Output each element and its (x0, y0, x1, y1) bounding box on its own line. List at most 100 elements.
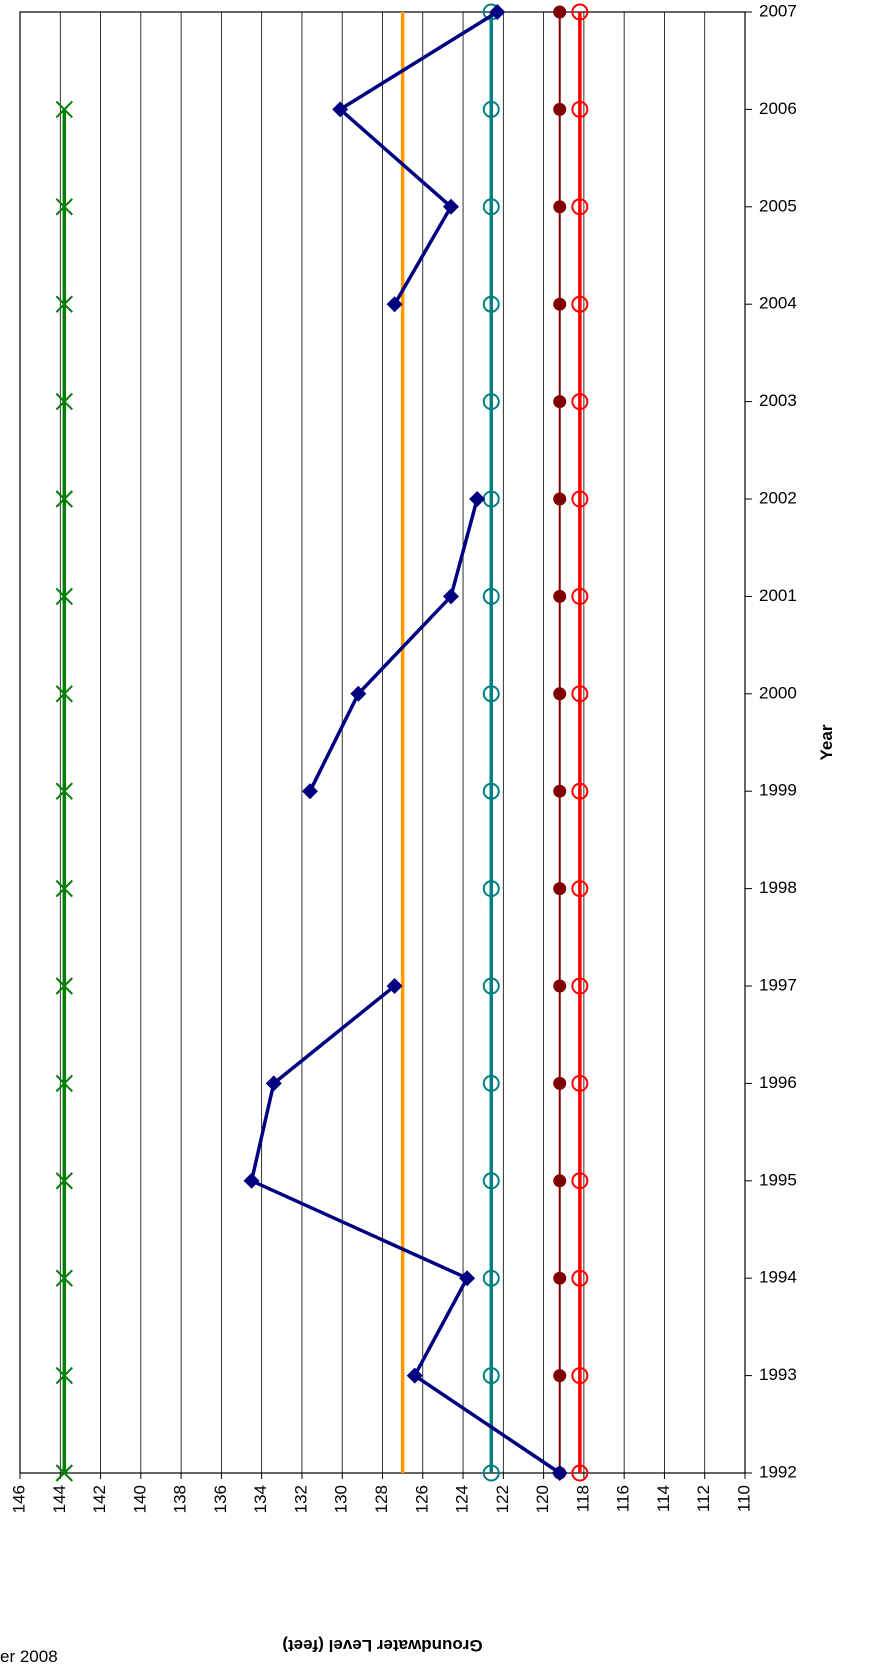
marker (55, 587, 74, 606)
marker (55, 1464, 74, 1482)
marker (551, 1465, 568, 1481)
marker (553, 882, 567, 896)
y-axis-title: Groundwater Level (feet) (282, 1636, 482, 1655)
marker (571, 1172, 589, 1190)
marker (55, 198, 74, 216)
marker (571, 1074, 589, 1092)
y-tick-label: 134 (251, 1485, 270, 1513)
series-line (249, 984, 561, 1475)
marker (482, 100, 500, 118)
y-tick-label: 118 (573, 1485, 592, 1512)
y-tick-label: 120 (533, 1485, 552, 1513)
marker (571, 295, 589, 313)
x-tick-label: 1997 (759, 975, 797, 994)
marker (571, 685, 589, 703)
marker (553, 5, 567, 19)
marker (553, 1271, 567, 1285)
x-tick-label: 1999 (759, 781, 797, 800)
marker (571, 490, 589, 508)
x-tick-label: 1995 (759, 1170, 797, 1189)
marker (55, 977, 74, 995)
x-tick-label: 2000 (759, 683, 797, 702)
marker (571, 977, 589, 995)
marker (553, 102, 567, 116)
y-tick-label: 146 (9, 1485, 28, 1513)
marker (469, 491, 486, 507)
marker (571, 1464, 589, 1482)
marker (243, 1172, 260, 1189)
x-tick-label: 1996 (759, 1073, 797, 1092)
y-tick-label: 138 (171, 1485, 190, 1513)
marker (459, 1270, 476, 1287)
x-tick-label: 2005 (759, 196, 797, 215)
marker (482, 1074, 500, 1092)
marker (553, 297, 567, 311)
marker (55, 782, 74, 800)
marker (571, 880, 589, 898)
marker (482, 685, 500, 703)
marker (332, 101, 349, 118)
y-tick-label: 128 (372, 1485, 391, 1513)
marker (386, 978, 403, 994)
x-tick-label: 1992 (759, 1462, 797, 1481)
marker (482, 1269, 500, 1287)
series-line (308, 498, 479, 792)
y-tick-label: 140 (130, 1485, 149, 1513)
marker (571, 587, 589, 605)
x-tick-label: 1998 (759, 878, 797, 897)
marker (571, 100, 589, 118)
marker (571, 1269, 589, 1287)
marker (571, 3, 589, 21)
marker (553, 1076, 567, 1090)
marker (482, 1172, 500, 1190)
marker (489, 4, 506, 20)
marker (55, 879, 74, 898)
y-tick-label: 116 (614, 1485, 633, 1512)
marker (55, 490, 74, 508)
marker (482, 393, 500, 411)
marker (553, 200, 567, 214)
marker (406, 1367, 423, 1384)
marker (55, 1269, 74, 1287)
marker (571, 393, 589, 411)
marker (482, 977, 500, 995)
marker (350, 685, 367, 702)
y-tick-label: 110 (734, 1485, 753, 1512)
marker (55, 295, 74, 313)
marker (571, 782, 589, 800)
y-tick-label: 126 (412, 1485, 431, 1513)
marker (442, 588, 459, 605)
marker (553, 979, 567, 993)
marker (442, 198, 459, 215)
marker (482, 587, 500, 605)
x-tick-label: 2004 (759, 294, 797, 313)
x-tick-label: 1994 (759, 1268, 797, 1287)
marker (265, 1075, 282, 1092)
marker (553, 589, 567, 603)
y-tick-label: 132 (291, 1485, 310, 1513)
y-tick-label: 124 (453, 1485, 472, 1513)
marker (55, 392, 74, 411)
marker (482, 295, 500, 313)
plot-frame (19, 11, 746, 1474)
marker (386, 296, 403, 313)
marker (55, 1074, 74, 1093)
x-tick-label: 2006 (759, 99, 797, 118)
y-tick-label: 130 (332, 1485, 351, 1513)
marker (55, 685, 74, 703)
y-tick-label: 136 (211, 1485, 230, 1513)
x-axis-title: Year (817, 724, 836, 760)
marker (55, 1172, 74, 1190)
note: er 2008 (0, 1647, 58, 1666)
marker (482, 880, 500, 898)
marker (553, 687, 567, 701)
marker (55, 100, 74, 119)
marker (553, 395, 567, 409)
marker (482, 782, 500, 800)
marker (553, 492, 567, 506)
y-tick-label: 142 (90, 1485, 109, 1513)
x-tick-label: 2001 (759, 586, 797, 605)
marker (482, 1367, 500, 1385)
series-line (337, 10, 499, 306)
